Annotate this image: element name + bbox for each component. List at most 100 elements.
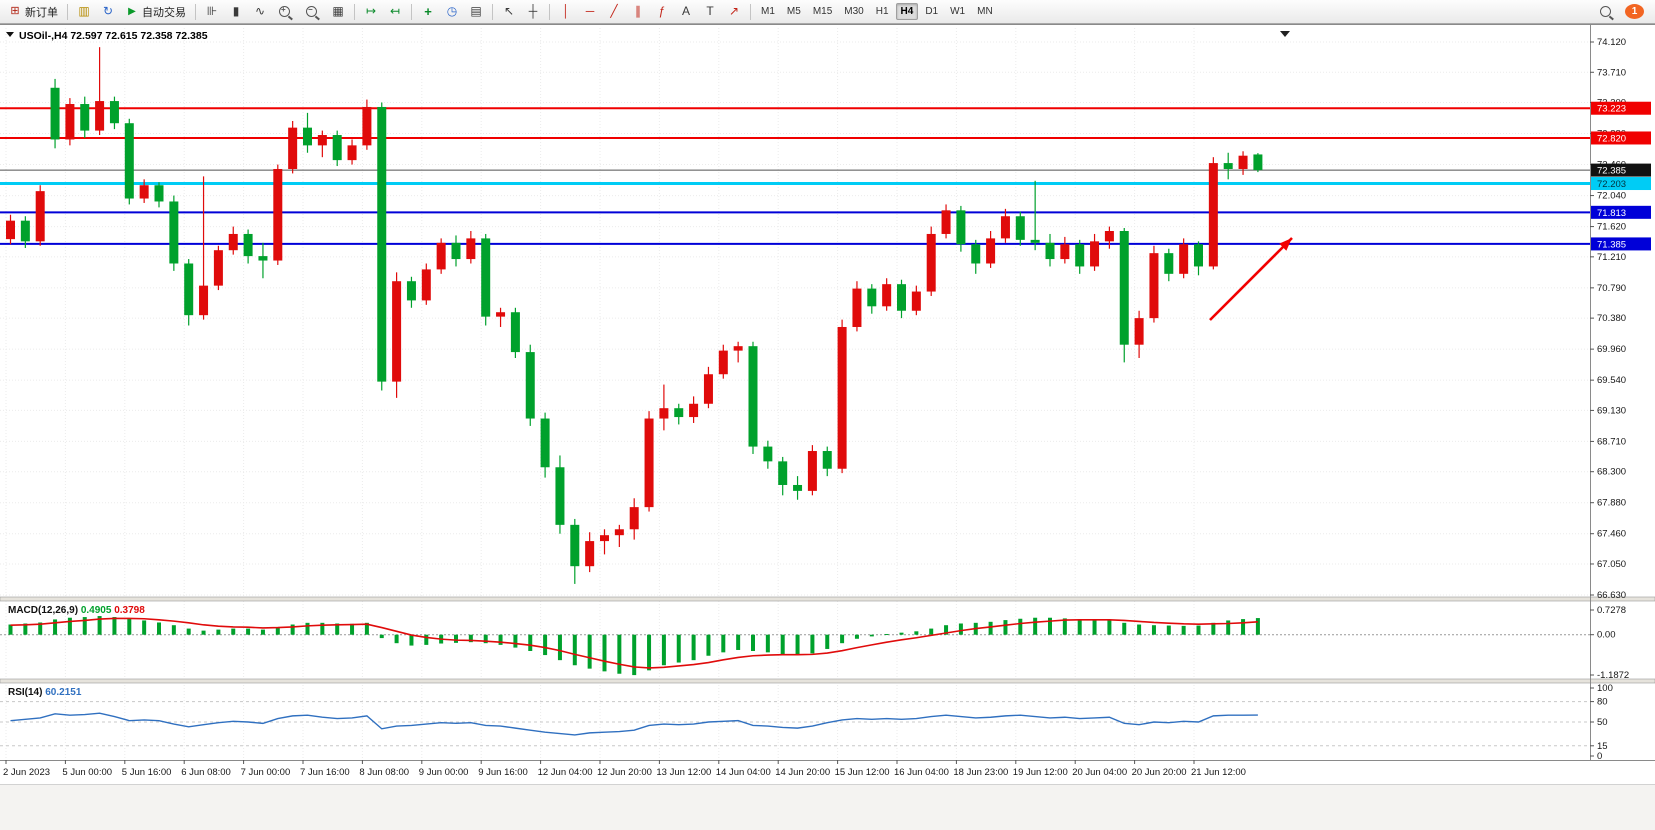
macd-histogram-bar	[38, 622, 43, 635]
chart-candles-button[interactable]: ▮	[224, 2, 248, 21]
svg-text:8 Jun 08:00: 8 Jun 08:00	[359, 767, 409, 778]
chart-background[interactable]	[0, 24, 1655, 784]
cursor-button[interactable]: ↖	[497, 2, 521, 21]
candle-body	[1000, 216, 1010, 239]
trend-arrow-annotation[interactable]	[1209, 237, 1293, 321]
timeframe-button-m30[interactable]: M30	[844, 6, 864, 17]
candle-body	[793, 484, 803, 491]
arrows-button[interactable]: ↗	[722, 2, 746, 21]
candle-body	[228, 233, 238, 251]
macd-histogram-bar	[305, 622, 310, 635]
autotrading-button[interactable]: ▶ 自动交易	[120, 2, 191, 22]
timeframe-button-m1[interactable]: M1	[761, 6, 775, 17]
macd-scale[interactable]: 0.7278 0.00 -1.1872	[1590, 605, 1629, 681]
macd-histogram-bar	[246, 628, 251, 635]
svg-text:68.710: 68.710	[1597, 436, 1626, 447]
candle-body	[154, 185, 164, 202]
svg-text:73.223: 73.223	[1597, 104, 1626, 115]
new-order-button[interactable]: ⊞ 新订单	[3, 2, 63, 22]
periods-button[interactable]: ◷	[440, 2, 464, 21]
chart-bars-button[interactable]: ⊪	[200, 2, 224, 21]
svg-text:-1.1872: -1.1872	[1597, 670, 1629, 681]
macd-title: MACD(12,26,9) 0.4905 0.3798	[8, 605, 145, 616]
text-button[interactable]: A	[674, 2, 698, 21]
cursor-icon: ↖	[503, 4, 515, 18]
symbol-dropdown-icon[interactable]	[6, 32, 14, 37]
candle-body	[1179, 244, 1189, 274]
timeframe-button-mn[interactable]: MN	[977, 6, 993, 17]
candle-body	[1194, 244, 1203, 267]
candle-body	[421, 269, 431, 301]
text-label-button[interactable]: T	[698, 2, 722, 21]
chart-shift-icon: ↤	[389, 4, 401, 18]
svg-text:2 Jun 2023: 2 Jun 2023	[3, 767, 50, 778]
svg-text:RSI(14) 60.2151: RSI(14) 60.2151	[8, 687, 82, 698]
quick-menu-arrow-icon[interactable]	[1280, 31, 1290, 37]
arrows-icon: ↗	[728, 4, 740, 18]
tile-windows-button[interactable]: ▦	[326, 2, 350, 21]
macd-histogram-bar	[854, 634, 859, 639]
channel-button[interactable]: ∥	[626, 2, 650, 21]
horizontal-level-lines[interactable]	[0, 107, 1590, 245]
svg-text:0.00: 0.00	[1597, 630, 1616, 641]
candle-body	[436, 242, 446, 270]
zoom-in-button[interactable]: +	[272, 2, 299, 21]
macd-histogram-bar	[721, 634, 726, 653]
macd-histogram-bar	[53, 619, 58, 635]
candle-body	[674, 408, 684, 418]
svg-text:69.540: 69.540	[1597, 375, 1626, 386]
time-axis[interactable]: 2 Jun 2023 5 Jun 00:00 5 Jun 16:00 6 Jun 08…	[3, 760, 1246, 778]
chart-line-button[interactable]: ∿	[248, 2, 272, 21]
auto-scroll-button[interactable]: ↦	[359, 2, 383, 21]
fibonacci-button[interactable]: ƒ	[650, 2, 674, 21]
timeframe-button-h4[interactable]: H4	[895, 3, 919, 20]
macd-histogram-bar	[1018, 618, 1023, 635]
macd-histogram-bar	[23, 623, 28, 635]
candle-body	[525, 352, 535, 419]
notification-badge[interactable]: 1	[1625, 4, 1644, 19]
svg-text:50: 50	[1597, 717, 1608, 728]
timeframe-button-m15[interactable]: M15	[812, 6, 833, 17]
candle-body	[139, 185, 149, 199]
panel-splitter[interactable]	[0, 678, 1655, 684]
timeframe-button-w1[interactable]: W1	[950, 6, 966, 17]
trendline-button[interactable]: ╱	[602, 2, 626, 21]
macd-histogram-bar	[543, 634, 548, 656]
macd-histogram-bar	[751, 634, 755, 651]
timeframe-button-m5[interactable]: M5	[786, 6, 801, 17]
vline-button[interactable]: │	[554, 2, 578, 21]
timeframe-button-h1[interactable]: H1	[875, 6, 889, 17]
candle-body	[50, 87, 60, 140]
hline-button[interactable]: ─	[578, 2, 602, 21]
macd-histogram-bar	[988, 621, 993, 635]
macd-histogram-bar	[216, 629, 221, 635]
price-gridlines	[0, 41, 1590, 596]
macd-histogram-bar	[171, 625, 176, 635]
fibonacci-icon: ƒ	[658, 4, 666, 18]
templates-button[interactable]: ▤	[464, 2, 488, 21]
candle-body	[659, 408, 669, 419]
chart-shift-button[interactable]: ↤	[383, 2, 407, 21]
timeframe-button-d1[interactable]: D1	[925, 6, 939, 17]
macd-histogram-bar	[424, 634, 429, 645]
toolbar-separator	[67, 3, 68, 20]
candle-body	[258, 256, 268, 261]
chart-canvas[interactable]: 74.12073.71073.30072.88072.46072.04071.6…	[0, 24, 1655, 784]
zoom-out-button[interactable]: −	[299, 2, 326, 21]
rsi-scale[interactable]: 100 80 50 150	[1590, 683, 1613, 762]
candle-body	[555, 467, 565, 525]
candle-body	[65, 104, 75, 140]
charts-window-button[interactable]: ▥	[72, 2, 96, 21]
crosshair-button[interactable]: ┼	[521, 2, 545, 21]
search-icon[interactable]	[1600, 6, 1611, 17]
candle-body	[1208, 163, 1218, 267]
macd-histogram-bar	[572, 634, 577, 666]
svg-text:15: 15	[1597, 741, 1608, 752]
macd-histogram-bar	[275, 627, 280, 635]
zoom-in-icon: +	[279, 5, 290, 17]
candle-body	[406, 281, 416, 301]
indicators-button[interactable]: +	[416, 3, 440, 20]
panel-splitter[interactable]	[0, 596, 1655, 602]
refresh-button[interactable]: ↻	[96, 2, 120, 21]
svg-text:13 Jun 12:00: 13 Jun 12:00	[656, 767, 711, 778]
